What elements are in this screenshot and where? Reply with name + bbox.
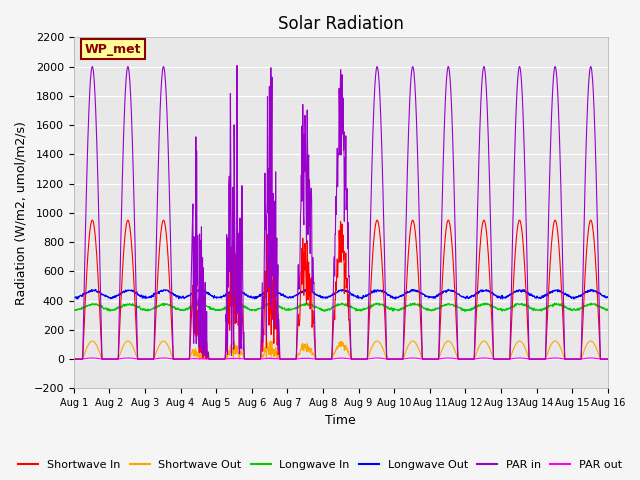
Longwave In xyxy=(321,309,328,314)
Longwave Out xyxy=(189,290,196,296)
PAR in xyxy=(604,356,612,362)
Line: Longwave In: Longwave In xyxy=(74,303,608,312)
X-axis label: Time: Time xyxy=(325,414,356,427)
Shortwave In xyxy=(551,217,559,223)
Text: WP_met: WP_met xyxy=(84,43,141,56)
Longwave Out xyxy=(541,292,549,298)
Shortwave In xyxy=(493,356,501,362)
Shortwave Out xyxy=(541,356,548,362)
Shortwave Out xyxy=(176,356,184,362)
Longwave In xyxy=(424,306,432,312)
PAR out xyxy=(176,356,184,362)
Legend: Shortwave In, Shortwave Out, Longwave In, Longwave Out, PAR in, PAR out: Shortwave In, Shortwave Out, Longwave In… xyxy=(14,456,626,474)
Shortwave Out xyxy=(248,356,256,362)
PAR out xyxy=(189,356,196,361)
Line: Longwave Out: Longwave Out xyxy=(74,289,608,299)
Longwave Out xyxy=(249,295,257,301)
PAR in xyxy=(493,356,501,362)
Longwave In xyxy=(604,307,612,313)
Line: PAR in: PAR in xyxy=(74,66,608,359)
Longwave In xyxy=(372,300,380,306)
Y-axis label: Radiation (W/m2, umol/m2/s): Radiation (W/m2, umol/m2/s) xyxy=(15,121,28,305)
PAR in xyxy=(189,216,196,222)
Shortwave In xyxy=(70,356,77,362)
Shortwave Out xyxy=(70,356,77,362)
PAR in xyxy=(249,356,257,362)
PAR out xyxy=(604,356,612,362)
Shortwave In xyxy=(189,290,196,296)
Longwave Out xyxy=(70,295,77,300)
Longwave Out xyxy=(604,294,612,300)
PAR out xyxy=(424,356,431,362)
PAR in xyxy=(70,356,77,362)
Line: Shortwave Out: Shortwave Out xyxy=(74,341,608,359)
Shortwave In xyxy=(176,356,184,362)
PAR out xyxy=(551,355,559,361)
Longwave In xyxy=(248,307,256,312)
Shortwave Out xyxy=(604,356,612,362)
Longwave Out xyxy=(232,286,240,292)
Longwave In xyxy=(189,303,196,309)
Shortwave Out xyxy=(424,356,431,362)
PAR out xyxy=(493,356,501,362)
PAR in xyxy=(233,63,241,69)
Shortwave In xyxy=(424,356,431,362)
PAR out xyxy=(248,356,256,362)
PAR in xyxy=(541,356,548,362)
Longwave In xyxy=(176,307,184,313)
PAR out xyxy=(70,356,77,362)
Title: Solar Radiation: Solar Radiation xyxy=(278,15,404,33)
Line: Shortwave In: Shortwave In xyxy=(74,220,608,359)
PAR in xyxy=(176,356,184,362)
PAR out xyxy=(541,356,548,362)
Shortwave Out xyxy=(189,348,196,353)
Longwave Out xyxy=(73,296,81,302)
Longwave Out xyxy=(176,294,184,300)
Shortwave Out xyxy=(551,338,559,344)
Shortwave In xyxy=(604,356,612,362)
Longwave In xyxy=(494,306,502,312)
Longwave Out xyxy=(424,293,432,299)
Line: PAR out: PAR out xyxy=(74,358,608,359)
PAR in xyxy=(424,356,431,362)
Shortwave In xyxy=(248,356,256,362)
Longwave In xyxy=(541,306,549,312)
Shortwave In xyxy=(541,356,548,362)
Longwave In xyxy=(70,307,77,313)
Shortwave Out xyxy=(493,356,501,362)
Longwave Out xyxy=(494,295,502,301)
